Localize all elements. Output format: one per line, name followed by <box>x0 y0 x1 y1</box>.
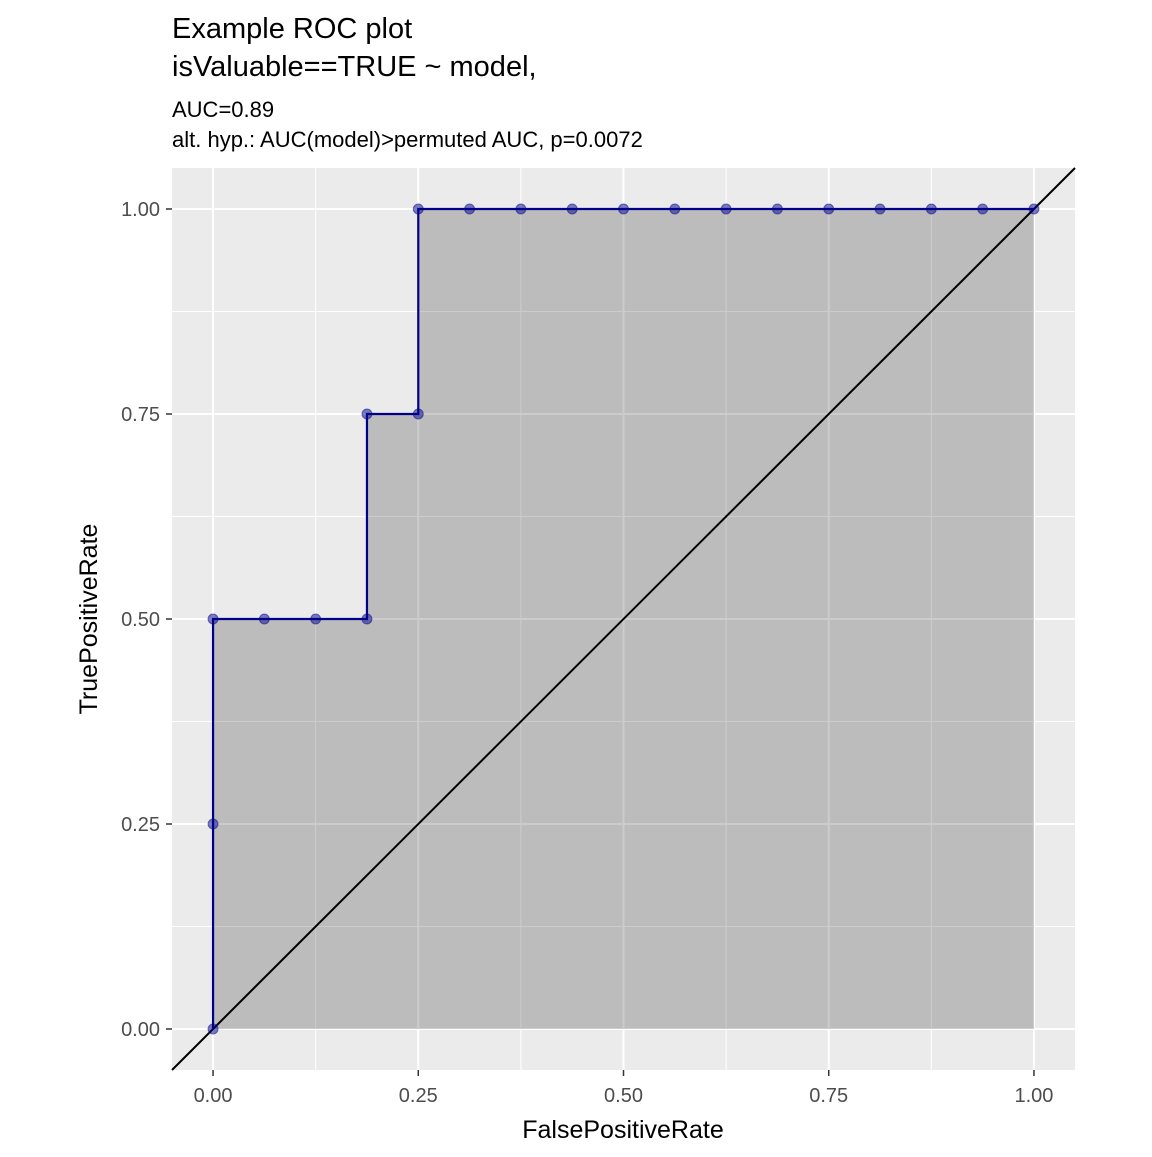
point <box>566 203 578 215</box>
chart-title: Example ROC plot <box>172 13 412 45</box>
y-tick-label: 1.00 <box>121 199 160 221</box>
point <box>669 203 681 215</box>
point <box>823 203 835 215</box>
x-tick-label: 0.50 <box>604 1085 643 1107</box>
chart-subtitle: alt. hyp.: AUC(model)>permuted AUC, p=0.… <box>172 127 643 152</box>
y-axis-label: TruePositiveRate <box>75 524 103 715</box>
point <box>874 203 886 215</box>
point <box>310 613 322 625</box>
y-tick-label: 0.50 <box>121 609 160 631</box>
point <box>207 613 219 625</box>
y-tick-label: 0.00 <box>121 1019 160 1041</box>
point <box>361 408 373 420</box>
y-tick-label: 0.75 <box>121 404 160 426</box>
point <box>464 203 476 215</box>
point <box>720 203 732 215</box>
point <box>207 818 219 830</box>
point <box>977 203 989 215</box>
point <box>412 203 424 215</box>
point <box>771 203 783 215</box>
x-tick-label: 0.00 <box>194 1085 233 1107</box>
diagonal <box>171 167 1076 1071</box>
chart-subtitle: AUC=0.89 <box>172 97 274 122</box>
point <box>515 203 527 215</box>
x-axis-label: FalsePositiveRate <box>522 1116 723 1144</box>
point <box>361 613 373 625</box>
point <box>207 1023 219 1035</box>
point <box>618 203 629 215</box>
point <box>925 203 937 215</box>
x-tick-label: 1.00 <box>1014 1085 1053 1107</box>
y-tick-label: 0.25 <box>121 814 160 836</box>
point <box>412 408 424 420</box>
point <box>1028 203 1040 215</box>
point <box>258 613 270 625</box>
x-tick-label: 0.25 <box>399 1085 438 1107</box>
x-tick-label: 0.75 <box>809 1085 848 1107</box>
chart-title: isValuable==TRUE ~ model, <box>172 51 537 83</box>
